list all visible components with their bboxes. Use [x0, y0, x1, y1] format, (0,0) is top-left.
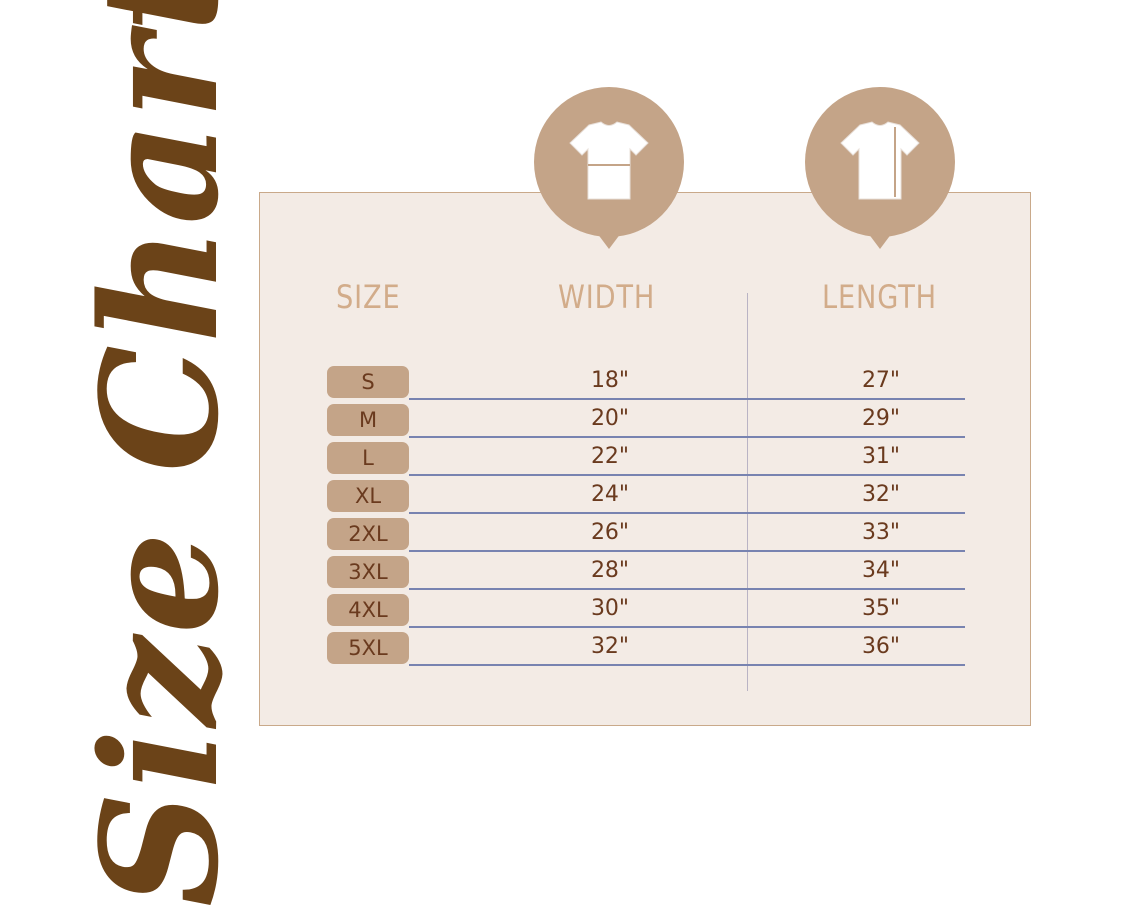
tshirt-width-icon	[534, 87, 684, 249]
width-value: 30"	[590, 596, 630, 621]
column-divider	[747, 293, 748, 691]
size-label: 2XL	[327, 518, 409, 550]
size-label: 4XL	[327, 594, 409, 626]
size-chart-title: Size Chart	[66, 0, 254, 907]
length-header: LENGTH	[822, 278, 937, 316]
width-value: 32"	[590, 634, 630, 659]
size-header: SIZE	[336, 278, 401, 316]
length-value: 35"	[861, 596, 901, 621]
width-value: 24"	[590, 482, 630, 507]
row-rule	[409, 550, 965, 552]
row-rule	[409, 626, 965, 628]
length-value: 32"	[861, 482, 901, 507]
length-value: 27"	[861, 368, 901, 393]
length-value: 29"	[861, 406, 901, 431]
row-rule	[409, 664, 965, 666]
width-value: 28"	[590, 558, 630, 583]
width-header: WIDTH	[558, 278, 656, 316]
tshirt-length-icon	[805, 87, 955, 249]
length-value: 31"	[861, 444, 901, 469]
length-value: 34"	[861, 558, 901, 583]
size-label: 3XL	[327, 556, 409, 588]
length-value: 36"	[861, 634, 901, 659]
size-label: 5XL	[327, 632, 409, 664]
width-value: 26"	[590, 520, 630, 545]
row-rule	[409, 474, 965, 476]
width-value: 18"	[590, 368, 630, 393]
size-label: S	[327, 366, 409, 398]
size-label: M	[327, 404, 409, 436]
row-rule	[409, 588, 965, 590]
length-value: 33"	[861, 520, 901, 545]
width-value: 22"	[590, 444, 630, 469]
row-rule	[409, 512, 965, 514]
row-rule	[409, 436, 965, 438]
size-label: XL	[327, 480, 409, 512]
width-value: 20"	[590, 406, 630, 431]
row-rule	[409, 398, 965, 400]
size-label: L	[327, 442, 409, 474]
